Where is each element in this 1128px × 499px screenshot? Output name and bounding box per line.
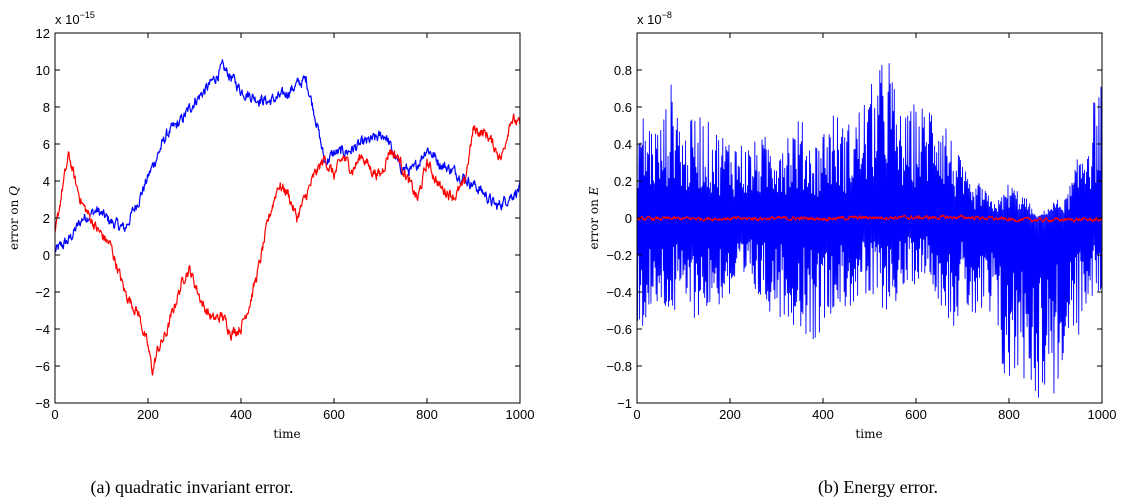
y-tick-label-a: −4 — [35, 322, 50, 337]
y-tick-label-b: −0.2 — [606, 248, 632, 263]
caption-a: (a) quadratic invariant error. — [91, 477, 294, 498]
series-line-b-1 — [636, 63, 1103, 398]
x-tick-label-b: 200 — [719, 407, 741, 422]
multiplier-b: x 10−8 — [637, 10, 672, 27]
tick-layer-b: 0 200 400 600 800 1000 −1 −0.8 −0.6 −0.4 −0.2 0 0.2 0… — [606, 33, 1116, 422]
y-tick-label-a: 8 — [43, 100, 50, 115]
chart-panel-b: 0 200 400 600 800 1000 −1 −0.8 −0.6 −0.4 −0.2 0 0.2 0… — [587, 10, 1116, 498]
y-tick-label-b: 0.4 — [614, 137, 632, 152]
chart-panel-a: 0 200 400 600 800 1000 −8 −6 −4 −2 0 2 4 6 8 10 12 x 10−… — [7, 10, 534, 498]
x-tick-label-a: 400 — [230, 407, 252, 422]
y-tick-label-a: −6 — [35, 359, 50, 374]
y-tick-label-a: 2 — [43, 211, 50, 226]
x-tick-label-b: 800 — [998, 407, 1020, 422]
x-tick-label-b: 1000 — [1088, 407, 1117, 422]
x-tick-label-a: 800 — [416, 407, 438, 422]
y-tick-label-a: −2 — [35, 285, 50, 300]
series-line-a-2 — [54, 113, 521, 376]
multiplier-b-base: x 10 — [637, 12, 662, 27]
y-tick-label-b: −0.4 — [606, 285, 632, 300]
series-layer-b — [636, 63, 1103, 398]
y-axis-label-a-prefix: error on — [7, 196, 21, 250]
x-tick-label-b: 600 — [905, 407, 927, 422]
multiplier-a-base: x 10 — [55, 12, 80, 27]
y-tick-label-b: −0.6 — [606, 322, 632, 337]
x-axis-label-a: time — [273, 427, 300, 441]
y-axis-label-b-symbol: E — [587, 186, 601, 196]
x-tick-label-a: 1000 — [506, 407, 535, 422]
series-line-b-2 — [636, 214, 1103, 223]
x-tick-label-b: 400 — [812, 407, 834, 422]
plot-area-a — [55, 33, 520, 403]
x-tick-label-a: 600 — [323, 407, 345, 422]
series-line-a-1 — [54, 59, 521, 253]
y-tick-label-b: −0.8 — [606, 359, 632, 374]
y-tick-label-b: 0.8 — [614, 63, 632, 78]
y-tick-label-b: 0.6 — [614, 100, 632, 115]
y-axis-label-a-symbol: Q — [7, 186, 21, 196]
y-tick-label-a: 12 — [36, 26, 50, 41]
multiplier-b-exp: −8 — [662, 10, 672, 20]
x-tick-label-a: 200 — [137, 407, 159, 422]
y-axis-label-b: error on E — [587, 186, 601, 249]
y-axis-label-a: error on Q — [7, 186, 21, 250]
y-tick-label-a: −8 — [35, 396, 50, 411]
y-tick-label-a: 4 — [43, 174, 50, 189]
y-tick-label-b: 0 — [625, 211, 632, 226]
x-tick-label-a: 0 — [51, 407, 58, 422]
y-tick-label-b: −1 — [617, 396, 632, 411]
y-tick-label-a: 10 — [36, 63, 50, 78]
x-tick-label-b: 0 — [633, 407, 640, 422]
tick-layer-a: 0 200 400 600 800 1000 −8 −6 −4 −2 0 2 4 6 8 10 12 — [35, 26, 534, 422]
multiplier-a-exp: −15 — [80, 10, 95, 20]
x-axis-label-b: time — [855, 427, 882, 441]
series-layer-a — [54, 59, 521, 376]
y-tick-label-a: 0 — [43, 248, 50, 263]
y-axis-label-b-prefix: error on — [587, 195, 601, 249]
y-tick-label-a: 6 — [43, 137, 50, 152]
y-tick-label-b: 0.2 — [614, 174, 632, 189]
caption-b: (b) Energy error. — [818, 477, 938, 498]
multiplier-a: x 10−15 — [55, 10, 95, 27]
